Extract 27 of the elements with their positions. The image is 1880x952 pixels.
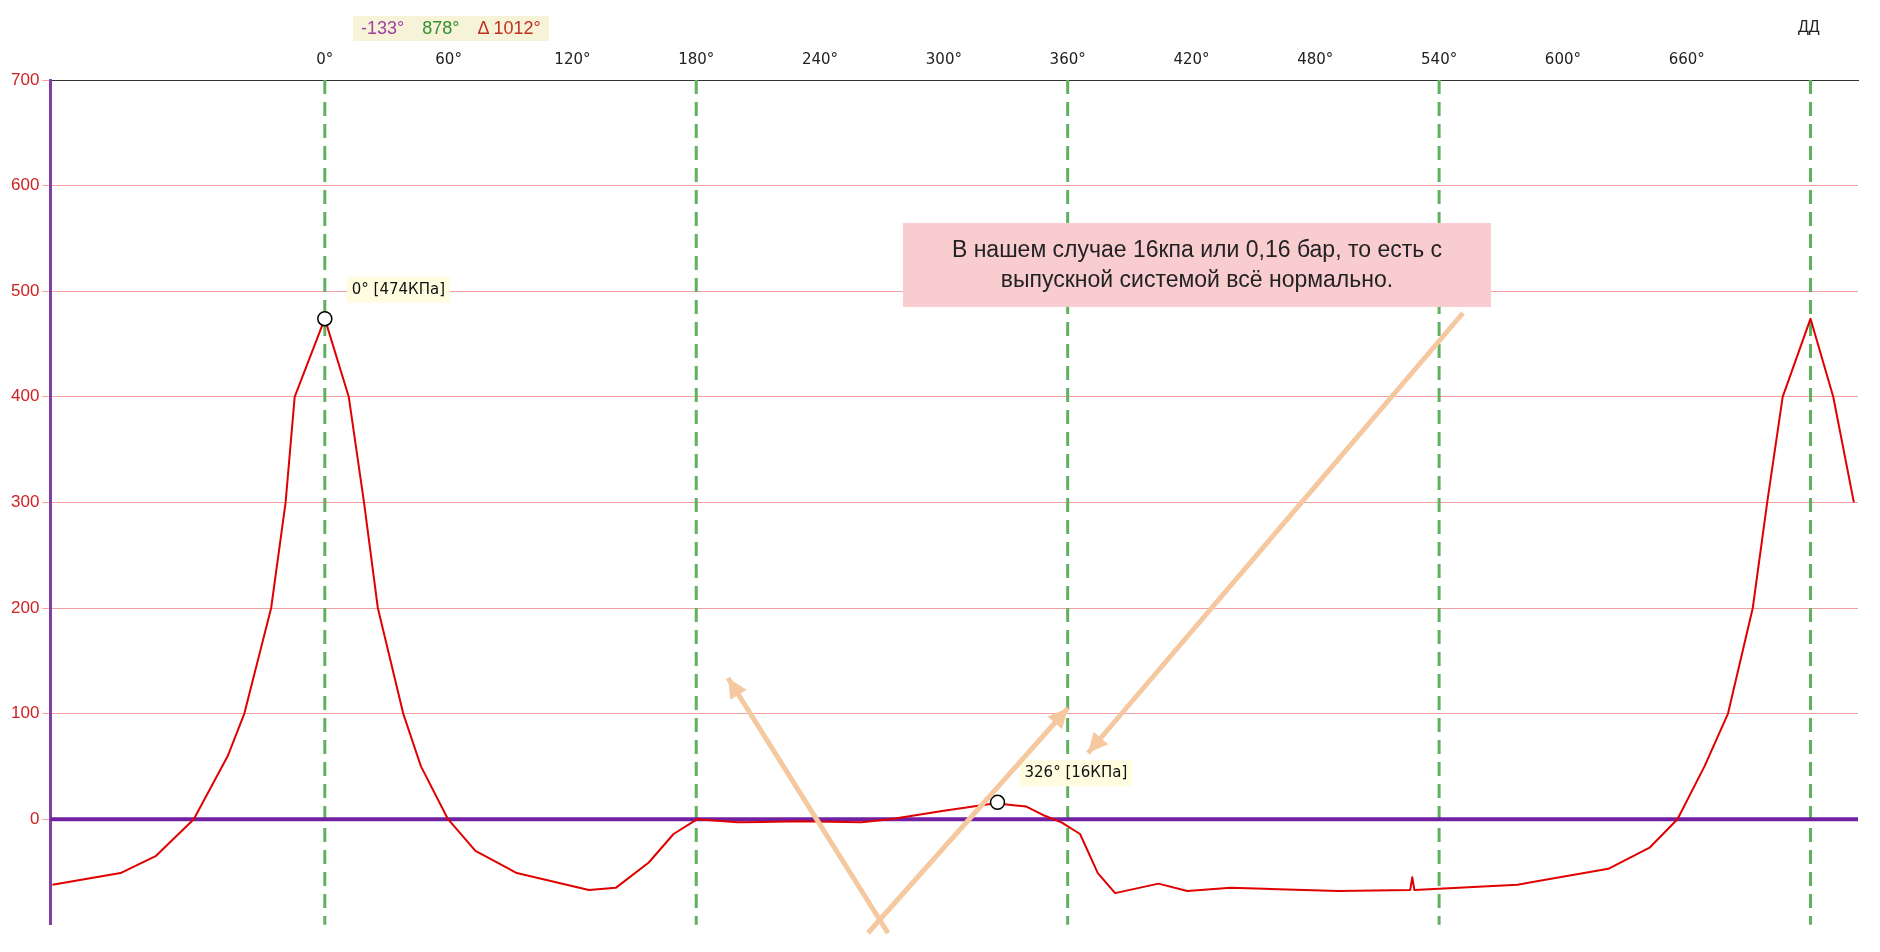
text: -133° <box>361 18 405 39</box>
y-tick-label: 400 <box>10 386 40 406</box>
annotation: 326° [16КПа] <box>1024 763 1128 782</box>
x-tick-label: 180° <box>678 49 715 68</box>
y-tick-label: 700 <box>10 69 40 89</box>
annotation: 0° [474КПа] <box>351 279 446 298</box>
x-tick-label: 480° <box>1297 49 1334 68</box>
x-tick-label: 420° <box>1173 49 1210 68</box>
x-tick-label: 240° <box>801 49 839 68</box>
x-tick-label: 600° <box>1544 49 1581 68</box>
callout-box: В нашем случае 16кпа или 0,16 бар, то есть с выпускной системой всё нормально. <box>903 223 1491 307</box>
y-tick-label: 300 <box>10 492 40 512</box>
x-tick-label: 300° <box>925 49 962 68</box>
y-tick-label: 200 <box>10 597 40 617</box>
y-tick-label: 0 <box>29 808 40 828</box>
x-tick-label: 660° <box>1668 49 1705 68</box>
x-tick-label: 120° <box>554 49 591 68</box>
x-tick-label: 360° <box>1049 49 1086 68</box>
x-tick-label: 60° <box>435 49 462 68</box>
text: 878° <box>422 18 460 39</box>
x-tick-label: 0° <box>316 49 334 68</box>
text: Δ 1012° <box>477 18 541 39</box>
y-tick-label: 500 <box>10 280 40 300</box>
text: ДД <box>1798 18 1820 36</box>
y-tick-label: 600 <box>10 175 40 195</box>
y-tick-label: 100 <box>10 703 40 723</box>
x-tick-label: 540° <box>1421 49 1458 68</box>
